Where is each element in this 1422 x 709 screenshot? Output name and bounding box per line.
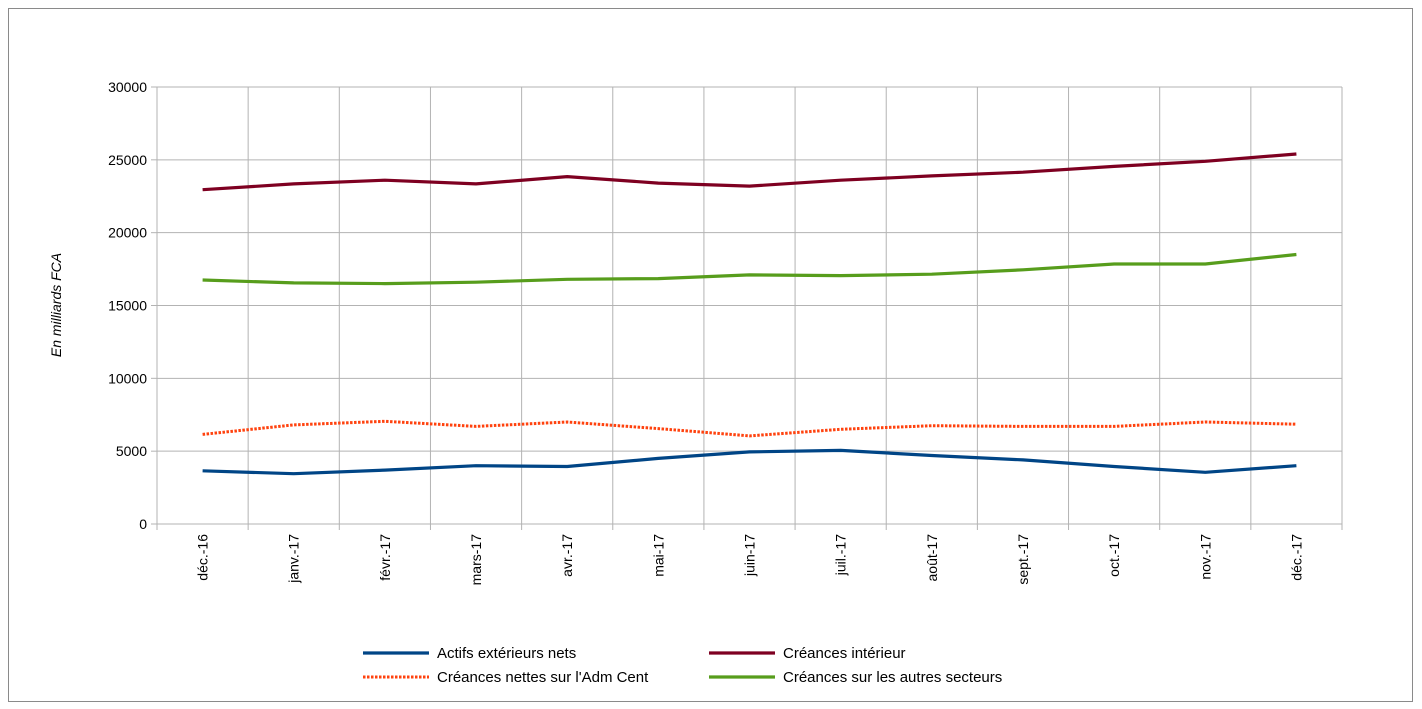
axes [151,86,1342,525]
x-tick-label: janv.-17 [286,534,302,584]
legend-label: Créances sur les autres secteurs [783,669,1002,686]
legend-item-1: Actifs extérieurs nets [363,645,576,662]
series-lines [202,152,1297,476]
chart-area: 0 5000 10000 15000 20000 25000 30000 déc.-16 ja… [8,8,1413,702]
series-line-2 [202,152,1297,192]
legend: Actifs extérieurs nets Créances intérieur… [363,645,1002,686]
y-tick-label: 15000 [108,298,147,314]
x-tick-label: nov.-17 [1197,534,1213,580]
y-tick-label: 5000 [116,443,147,459]
y-tick-labels: 0 5000 10000 15000 20000 25000 30000 [108,79,147,532]
series-line-1 [202,448,1297,476]
x-tick-label: févr.-17 [377,534,393,581]
y-tick-label: 10000 [108,370,147,386]
legend-label: Créances intérieur [783,645,906,662]
x-tick-label: mai-17 [650,534,666,577]
x-tick-label: août-17 [924,534,940,582]
legend-label: Actifs extérieurs nets [437,645,576,662]
legend-item-2: Créances intérieur [709,645,906,662]
y-tick-label: 20000 [108,225,147,241]
x-tick-label: oct.-17 [1106,534,1122,577]
x-tick-labels: déc.-16 janv.-17 févr.-17 mars-17 avr.-17 mai… [195,534,1305,586]
y-tick-label: 0 [139,516,147,532]
x-tick-label: sept.-17 [1015,534,1031,585]
x-tick-label: déc.-17 [1288,534,1304,581]
y-tick-label: 30000 [108,79,147,95]
x-tick-label: déc.-16 [195,534,211,581]
y-tick-label: 25000 [108,152,147,168]
x-tick-label: avr.-17 [559,534,575,577]
y-axis-title: En milliards FCA [48,253,64,357]
legend-item-3: Créances nettes sur l'Adm Cent [363,669,649,686]
x-tick-label: juil.-17 [833,534,849,576]
x-tick-label: juin-17 [742,534,758,577]
legend-label: Créances nettes sur l'Adm Cent [437,669,649,686]
series-line-4 [202,252,1297,286]
legend-item-4: Créances sur les autres secteurs [709,669,1002,686]
x-tick-label: mars-17 [468,534,484,586]
gridlines [156,86,1343,530]
series-line-3 [202,419,1297,438]
line-chart: 0 5000 10000 15000 20000 25000 30000 déc.-16 ja… [48,79,1343,686]
